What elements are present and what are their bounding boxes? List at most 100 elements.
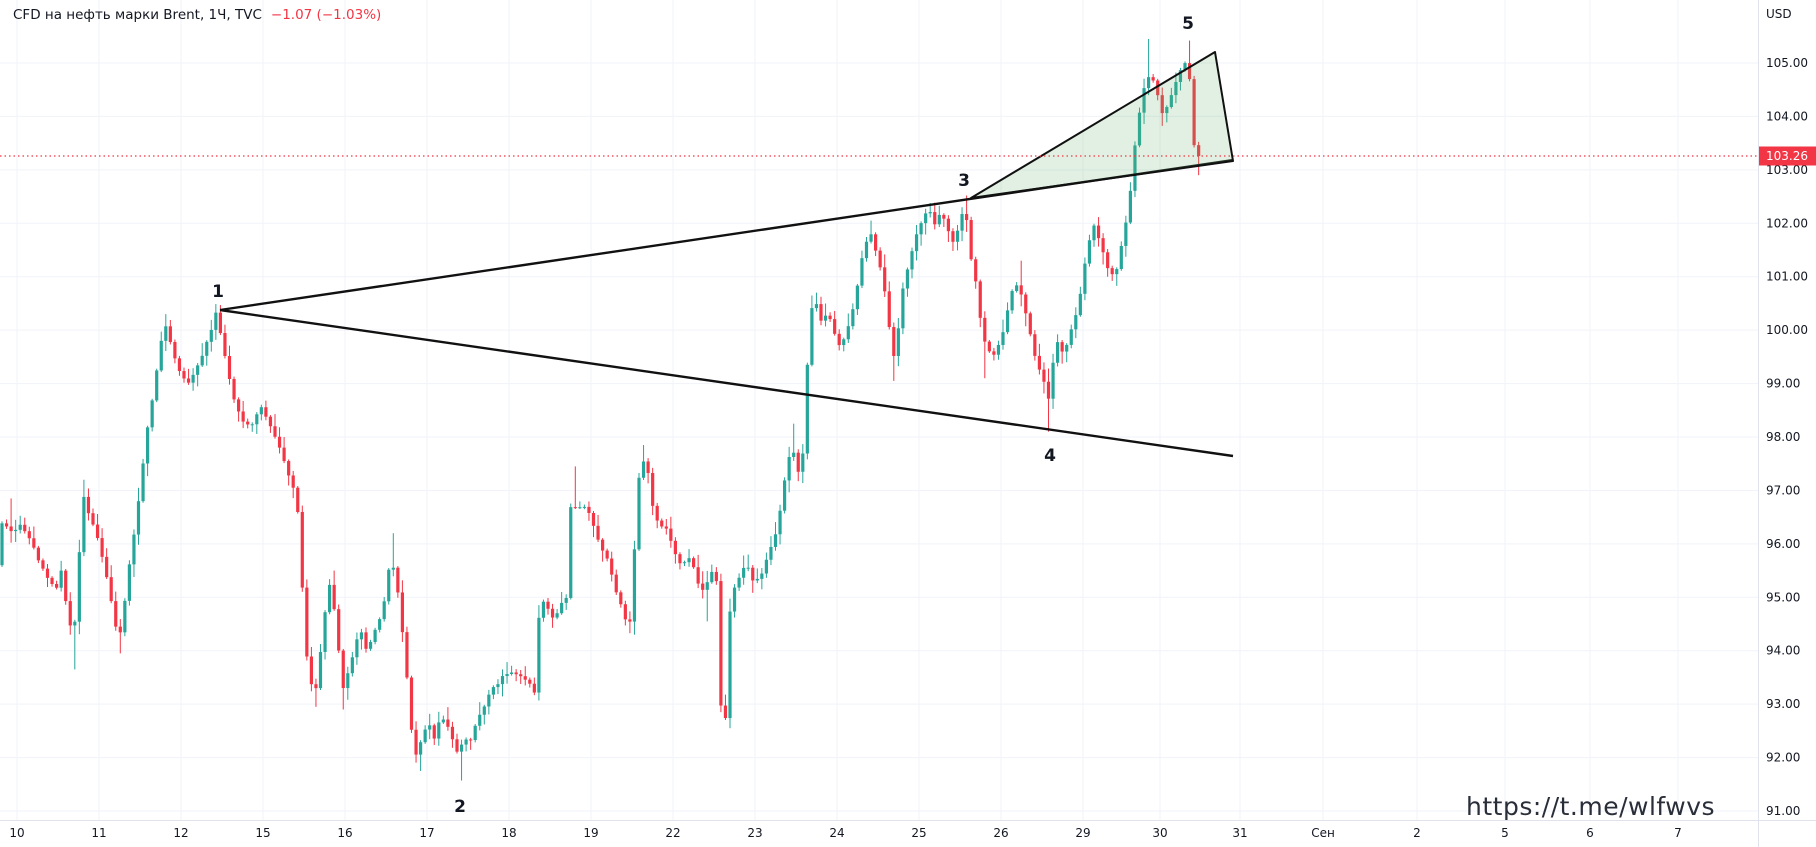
wave-label-5[interactable]: 5 xyxy=(1182,14,1194,34)
candle xyxy=(482,704,486,725)
elliott-wave-labels[interactable]: 1 2 3 4 5 xyxy=(212,14,1194,817)
candle xyxy=(673,537,677,564)
time-tick-label: 16 xyxy=(337,826,352,840)
price-tick-label: 94.00 xyxy=(1766,644,1800,658)
candle xyxy=(441,715,445,725)
candle xyxy=(792,423,796,461)
candle-body xyxy=(400,592,404,633)
candle xyxy=(1042,362,1046,394)
candle-body xyxy=(1037,355,1041,370)
candle xyxy=(177,355,182,376)
candle-body xyxy=(532,683,536,693)
candle-body xyxy=(455,739,459,752)
candle-body xyxy=(701,583,705,590)
candle-body xyxy=(127,564,131,601)
candle-body xyxy=(378,619,382,630)
watermark-link: https://t.me/wlfwvs xyxy=(1466,792,1716,821)
candle xyxy=(36,545,40,564)
candle xyxy=(892,322,896,381)
candle-body xyxy=(1028,313,1032,335)
candle xyxy=(146,425,150,477)
candle-body xyxy=(318,651,323,689)
candle xyxy=(136,487,141,545)
candle xyxy=(77,539,81,635)
candle xyxy=(346,666,350,700)
candle xyxy=(305,579,309,661)
candle-wick xyxy=(251,422,253,432)
candle-body xyxy=(1101,238,1105,253)
price-tick-label: 91.00 xyxy=(1766,804,1800,818)
time-axis[interactable]: 10 11 12 15 16 17 18 19 22 23 24 25 26 29 30 31 Сен 2 5 6 7 xyxy=(9,826,1681,840)
wedge-shape[interactable] xyxy=(970,51,1234,199)
time-tick-label: 2 xyxy=(1413,826,1421,840)
candle-wick xyxy=(684,560,685,567)
candle-body xyxy=(769,546,773,560)
candle-body xyxy=(1160,95,1164,114)
candle xyxy=(68,592,72,635)
candle xyxy=(623,600,627,626)
candle-body xyxy=(946,218,950,232)
candle-body xyxy=(155,370,159,401)
candle xyxy=(423,725,427,744)
candle xyxy=(924,208,928,235)
candle-body xyxy=(728,611,732,719)
candle-body xyxy=(1110,268,1114,275)
wave-label-1[interactable]: 1 xyxy=(212,282,224,302)
price-tick-label: 97.00 xyxy=(1766,483,1800,497)
price-tick-label: 101.00 xyxy=(1766,270,1808,284)
candle-body xyxy=(305,587,309,657)
candle xyxy=(919,221,923,246)
candle xyxy=(337,604,341,654)
candle-wick xyxy=(520,670,522,684)
candle-body xyxy=(173,342,177,359)
candle-body xyxy=(623,604,627,620)
symbol-title[interactable]: CFD на нефть марки Brent, 1Ч, TVC xyxy=(13,7,262,23)
price-axis[interactable]: USD 105.00 104.00 103.00 102.00 101.00 100.00 9… xyxy=(1759,7,1816,818)
time-tick-label: 6 xyxy=(1586,826,1594,840)
candle-body xyxy=(887,291,891,328)
price-tick-label: 92.00 xyxy=(1766,751,1800,765)
candle-body xyxy=(1046,381,1051,399)
candle-body xyxy=(1137,112,1142,146)
candle xyxy=(464,737,468,752)
candle-body xyxy=(519,674,523,677)
candle xyxy=(783,477,787,514)
candle xyxy=(373,627,377,645)
candle xyxy=(446,707,450,731)
candlestick-series[interactable] xyxy=(0,38,1201,781)
candle xyxy=(1165,105,1169,123)
candle-body xyxy=(73,621,77,626)
candle xyxy=(86,488,91,521)
candle xyxy=(869,220,873,244)
wave-label-4[interactable]: 4 xyxy=(1044,446,1056,466)
candle xyxy=(409,675,414,733)
candle-wick xyxy=(929,202,931,218)
candle-body xyxy=(373,629,377,643)
candle xyxy=(186,368,191,385)
candle xyxy=(332,570,336,611)
candle-body xyxy=(469,739,473,741)
triangle-lower-trendline[interactable] xyxy=(219,308,1234,458)
candle-body xyxy=(232,378,236,400)
wave-label-2[interactable]: 2 xyxy=(454,797,466,817)
candle-body xyxy=(664,526,668,529)
candle xyxy=(1083,257,1087,301)
candle-body xyxy=(114,601,118,627)
candle-wick xyxy=(1061,340,1063,364)
candle xyxy=(578,501,582,510)
candle xyxy=(1065,343,1069,363)
candle-body xyxy=(1115,269,1119,275)
wave-label-3[interactable]: 3 xyxy=(958,171,970,191)
candle-body xyxy=(755,578,759,581)
candle xyxy=(546,597,550,615)
candle xyxy=(382,597,386,622)
candle-body xyxy=(291,475,295,488)
candle-wick xyxy=(1198,141,1200,176)
trend-drawings[interactable] xyxy=(219,51,1234,458)
candle-wick xyxy=(470,737,472,750)
candle-body xyxy=(164,326,168,341)
candle xyxy=(41,558,45,571)
candle-body xyxy=(496,684,500,688)
symbol-legend[interactable]: CFD на нефть марки Brent, 1Ч, TVC −1.07 (… xyxy=(13,7,381,23)
